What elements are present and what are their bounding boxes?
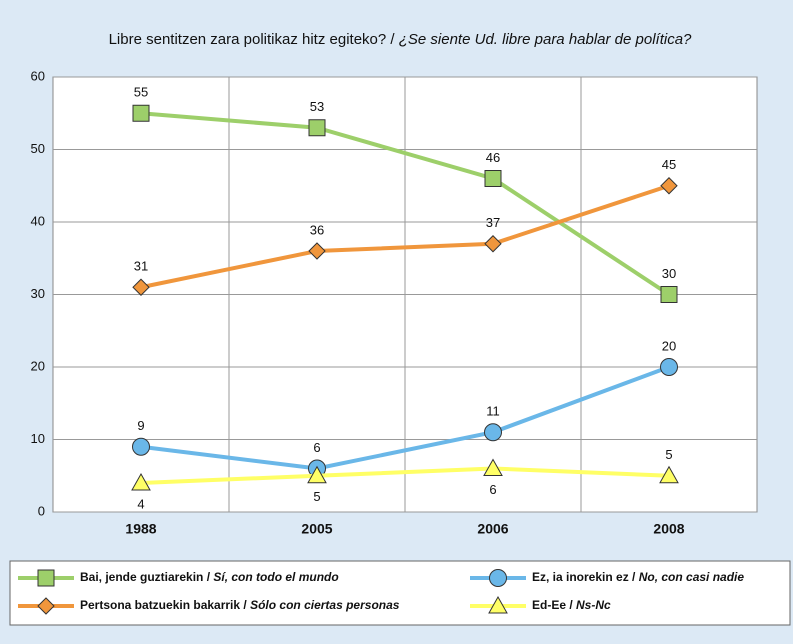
marker (489, 569, 507, 587)
y-tick-label: 60 (31, 68, 45, 83)
marker (488, 595, 508, 614)
marker (484, 170, 502, 187)
marker (660, 286, 678, 303)
value-label: 31 (134, 259, 148, 274)
marker (307, 465, 327, 484)
marker (131, 472, 151, 491)
marker (484, 423, 502, 442)
marker (484, 235, 502, 253)
marker (308, 119, 326, 137)
value-label: 37 (486, 215, 500, 230)
marker (308, 242, 326, 260)
x-tick-label: 1988 (125, 521, 156, 537)
marker (37, 597, 55, 615)
y-tick-label: 20 (31, 358, 45, 373)
value-label: 30 (662, 266, 676, 281)
series-line (140, 183, 670, 290)
legend-label: Ed-Ee / Ns-Nc (532, 598, 611, 612)
value-label: 11 (486, 404, 500, 419)
value-label: 4 (137, 496, 144, 511)
y-tick-label: 0 (38, 503, 45, 518)
marker (659, 465, 679, 484)
marker (132, 437, 150, 456)
value-label: 45 (662, 157, 676, 172)
legend-label: Ez, ia inorekin ez / No, con casi nadie (532, 570, 744, 584)
y-tick-label: 50 (31, 141, 45, 156)
y-tick-label: 40 (31, 213, 45, 228)
value-label: 6 (313, 440, 320, 455)
value-label: 53 (310, 99, 324, 114)
legend (9, 560, 791, 626)
marker (483, 458, 503, 476)
value-label: 46 (486, 150, 500, 165)
value-label: 55 (134, 85, 148, 100)
value-label: 9 (137, 418, 144, 433)
value-label: 6 (489, 482, 496, 497)
value-label: 20 (662, 338, 676, 353)
marker (37, 569, 55, 587)
y-tick-label: 10 (31, 431, 45, 446)
chart-title: Libre sentitzen zara politikaz hitz egit… (109, 31, 692, 48)
marker (660, 358, 678, 376)
value-label: 5 (313, 489, 320, 504)
series-line (140, 111, 671, 297)
y-tick-label: 30 (31, 286, 45, 301)
legend-label: Bai, jende guztiarekin / Sí, con todo el… (80, 570, 339, 584)
x-tick-label: 2006 (477, 521, 508, 537)
value-label: 5 (665, 447, 672, 462)
series-line (140, 466, 670, 485)
legend-label: Pertsona batzuekin bakarrik / Sólo con c… (80, 598, 400, 612)
marker (132, 104, 150, 122)
marker (132, 278, 150, 296)
series-line (140, 365, 670, 471)
x-tick-label: 2005 (301, 521, 332, 537)
value-label: 36 (310, 222, 324, 237)
marker (660, 177, 678, 195)
x-tick-label: 2008 (653, 521, 684, 537)
